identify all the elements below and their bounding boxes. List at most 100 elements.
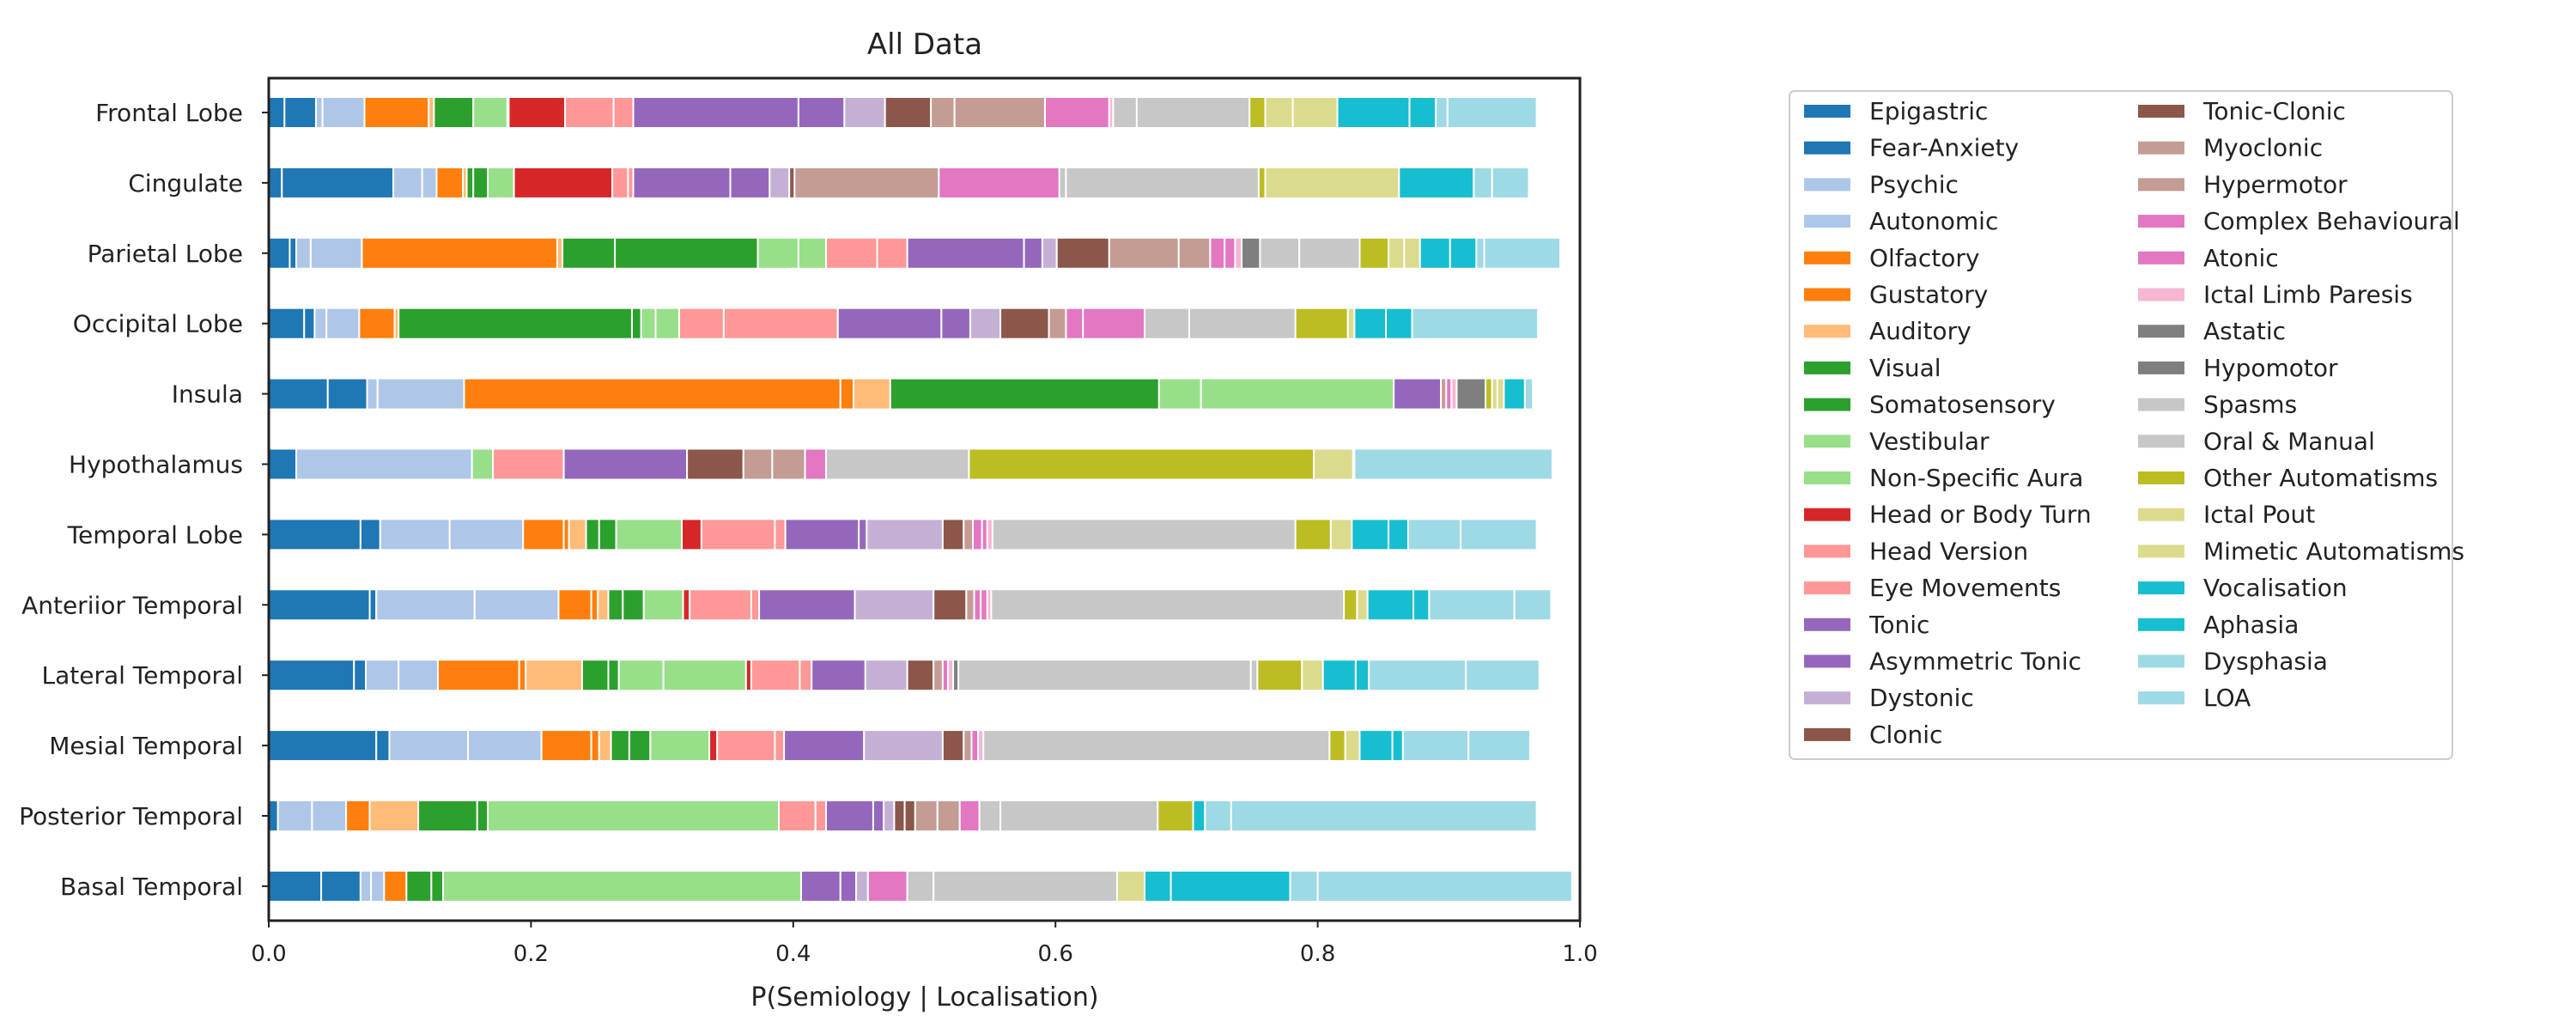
bar-segment-occipital-lobe-somatosensory xyxy=(630,307,642,340)
bar-segment-hypothalamus-spasms xyxy=(824,447,970,481)
bar-segment-posterior-temporal-asymmetric-tonic xyxy=(872,800,885,832)
bar-segment-parietal-lobe-somatosensory xyxy=(614,236,759,270)
bar-segment-posterior-temporal-hypermotor xyxy=(936,800,961,832)
bar-segment-lateral-temporal-clonic xyxy=(906,659,935,692)
bar-segment-temporal-lobe-vocalisation xyxy=(1351,518,1390,551)
bar-segment-cingulate-vestibular xyxy=(487,166,515,199)
bar-segment-parietal-lobe-vestibular xyxy=(756,236,799,270)
legend-swatch-aphasia xyxy=(2138,617,2184,631)
bar-segment-parietal-lobe-vocalisation xyxy=(1419,236,1451,270)
bar-segment-mesial-temporal-visual xyxy=(610,729,630,763)
x-axis-label: P(Semiology | Localisation) xyxy=(750,982,1098,1013)
bar-segment-basal-temporal-autonomic xyxy=(370,869,386,903)
bar-segment-anteriior-temporal-autonomic xyxy=(473,588,560,622)
bar-segment-lateral-temporal-tonic xyxy=(811,659,866,692)
bar-segment-occipital-lobe-myoclonic xyxy=(1048,307,1067,340)
bar-segment-occipital-lobe-eye-movements xyxy=(722,307,839,340)
bar-segment-hypothalamus-myoclonic xyxy=(742,447,774,481)
bar-segment-anteriior-temporal-complex-behavioural xyxy=(973,588,982,622)
legend-swatch-complex-behavioural xyxy=(2138,215,2184,228)
legend-swatch-clonic xyxy=(1804,727,1850,741)
bar-segment-basal-temporal-aphasia xyxy=(1170,869,1291,903)
bar-segment-frontal-lobe-head-or-body-turn xyxy=(507,96,567,129)
bar-segment-lateral-temporal-gustatory xyxy=(518,659,527,692)
bar-segment-hypothalamus-clonic xyxy=(686,447,744,481)
bar-segment-frontal-lobe-oral-manual xyxy=(1135,96,1251,129)
bar-segment-insula-asymmetric-tonic xyxy=(1393,377,1443,411)
bar-segment-lateral-temporal-olfactory xyxy=(436,659,520,692)
bar-segment-insula-vocalisation xyxy=(1503,377,1526,411)
bar-segment-temporal-lobe-somatosensory xyxy=(598,518,617,551)
bar-segment-occipital-lobe-autonomic xyxy=(325,307,361,340)
bar-segment-occipital-lobe-visual xyxy=(398,307,633,340)
bar-segment-hypothalamus-tonic xyxy=(562,447,689,481)
legend-label-dystonic: Dystonic xyxy=(1869,684,1974,712)
bar-segment-parietal-lobe-ictal-limb-paresis xyxy=(1234,236,1243,270)
legend-swatch-asymmetric-tonic xyxy=(1804,654,1850,668)
bar-segment-temporal-lobe-tonic xyxy=(784,518,860,551)
legend-label-hypermotor: Hypermotor xyxy=(2203,170,2348,198)
legend-label-clonic: Clonic xyxy=(1869,721,1942,749)
bar-segment-insula-loa xyxy=(1523,377,1534,411)
bar-segment-posterior-temporal-somatosensory xyxy=(476,800,489,832)
bar-segment-cingulate-vocalisation xyxy=(1398,166,1475,199)
bar-segment-lateral-temporal-visual xyxy=(580,659,610,692)
bar-segment-insula-olfactory xyxy=(463,377,841,411)
bar-segment-insula-epigastric xyxy=(268,377,329,411)
bar-segment-cingulate-spasms xyxy=(1058,166,1067,199)
bar-segment-lateral-temporal-vocalisation xyxy=(1321,659,1357,692)
y-tick-label: Occipital Lobe xyxy=(73,310,243,338)
bar-segment-anteriior-temporal-eye-movements xyxy=(750,588,761,622)
y-tick-label: Posterior Temporal xyxy=(19,802,243,830)
bar-segment-basal-temporal-loa xyxy=(1316,869,1573,903)
y-tick-label: Mesial Temporal xyxy=(49,732,243,760)
bar-segment-temporal-lobe-clonic xyxy=(941,518,965,551)
bar-segment-lateral-temporal-ictal-pout xyxy=(1301,659,1324,692)
bar-segment-anteriior-temporal-vestibular xyxy=(642,588,684,622)
bar-segment-insula-non-specific-aura xyxy=(1200,377,1395,411)
legend: Epigastric Fear-Anxiety Psychic Autonomic Ol… xyxy=(1789,90,2464,760)
bar-segment-mesial-temporal-spasms xyxy=(982,729,1331,763)
bar-segment-temporal-lobe-complex-behavioural xyxy=(972,518,983,551)
legend-swatch-astatic xyxy=(2138,325,2184,338)
bar-segment-anteriior-temporal-olfactory xyxy=(557,588,592,622)
bar-segment-posterior-temporal-vocalisation xyxy=(1192,800,1206,832)
bar-segment-hypothalamus-head-version xyxy=(492,447,565,481)
bar-segment-hypothalamus-other-automatisms xyxy=(968,447,1315,481)
y-axis: Frontal Lobe Cingulate Parietal Lobe Occipi… xyxy=(19,99,269,901)
legend-swatch-epigastric xyxy=(1804,105,1850,118)
bar-segment-temporal-lobe-aphasia xyxy=(1388,518,1409,551)
legend-label-mimetic-automatisms: Mimetic Automatisms xyxy=(2203,537,2464,565)
legend-label-vestibular: Vestibular xyxy=(1869,427,1990,455)
x-axis: 0.0 0.2 0.4 0.6 0.8 1.0 xyxy=(251,921,1598,967)
bar-segment-posterior-temporal-head-version xyxy=(778,800,817,832)
bar-segment-cingulate-epigastric xyxy=(268,166,283,199)
bar-segment-cingulate-visual xyxy=(465,166,475,199)
bar-segment-parietal-lobe-loa xyxy=(1483,236,1562,270)
bar-segment-mesial-temporal-myoclonic xyxy=(963,729,973,763)
legend-swatch-head-version xyxy=(1804,544,1850,558)
legend-label-psychic: Psychic xyxy=(1869,170,1959,198)
bar-segment-mesial-temporal-eye-movements xyxy=(774,729,786,763)
legend-swatch-mimetic-automatisms xyxy=(2138,544,2184,558)
bar-segment-posterior-temporal-psychic xyxy=(276,800,313,832)
y-tick-label: Temporal Lobe xyxy=(67,520,243,549)
bar-segment-posterior-temporal-autonomic xyxy=(311,800,348,832)
bar-segment-hypothalamus-complex-behavioural xyxy=(804,447,827,481)
bar-segment-parietal-lobe-fear-anxiety xyxy=(289,236,298,270)
bar-segment-mesial-temporal-tonic xyxy=(783,729,866,763)
bar-segment-anteriior-temporal-auditory xyxy=(597,588,610,622)
bar-segment-anteriior-temporal-head-or-body-turn xyxy=(682,588,691,622)
legend-label-somatosensory: Somatosensory xyxy=(1869,391,2056,419)
bar-segment-cingulate-asymmetric-tonic xyxy=(729,166,771,199)
bar-segment-parietal-lobe-eye-movements xyxy=(876,236,908,270)
x-tick-label: 0.0 xyxy=(251,941,286,967)
legend-label-non-specific-aura: Non-Specific Aura xyxy=(1869,464,2083,492)
bar-segment-posterior-temporal-other-automatisms xyxy=(1157,800,1194,832)
bar-segment-mesial-temporal-complex-behavioural xyxy=(970,729,980,763)
bar-segment-hypothalamus-psychic xyxy=(295,447,473,481)
y-tick-label: Frontal Lobe xyxy=(95,99,243,127)
bar-segment-parietal-lobe-ictal-pout xyxy=(1388,236,1406,270)
legend-label-ictal-limb-paresis: Ictal Limb Paresis xyxy=(2203,281,2413,309)
legend-swatch-dysphasia xyxy=(2138,654,2184,668)
